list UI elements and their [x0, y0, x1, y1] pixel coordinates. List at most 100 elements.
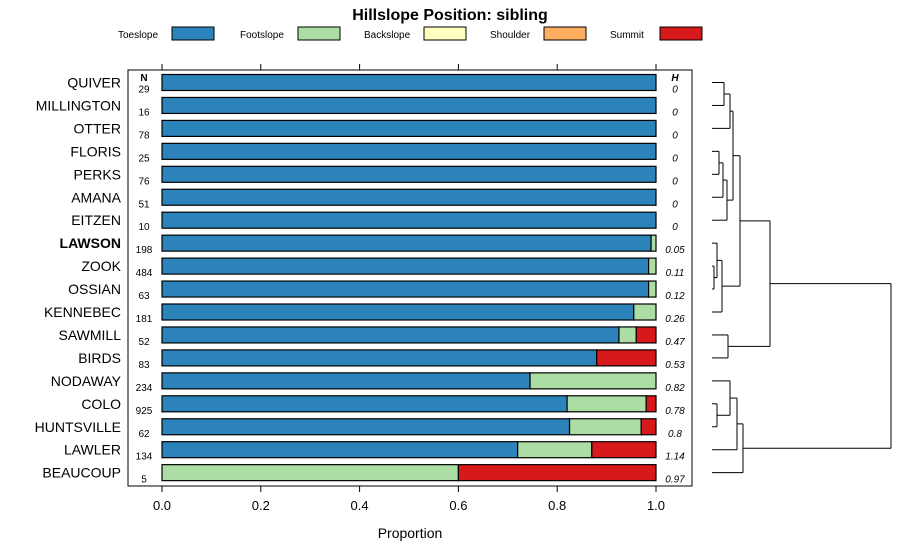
h-value: 0: [672, 176, 678, 187]
h-value: 0: [672, 153, 678, 164]
n-value: 83: [138, 360, 150, 371]
n-value: 10: [138, 222, 150, 233]
bar-row-lawler: LAWLER 134 1.14: [64, 441, 685, 463]
legend-label-toeslope: Toeslope: [118, 30, 158, 41]
h-value: 0: [672, 85, 678, 96]
category-label: LAWLER: [64, 442, 121, 458]
bar-row-lawson: LAWSON 198 0.05: [60, 234, 685, 256]
category-label: QUIVER: [67, 75, 121, 91]
legend-swatch-toeslope: [171, 26, 215, 41]
category-label: NODAWAY: [51, 373, 122, 389]
bar-segment-footslope: [161, 464, 459, 482]
h-value: 0.26: [665, 314, 685, 325]
bar-row-perks: PERKS 76 0: [74, 165, 678, 187]
plot-frame: [127, 69, 693, 487]
bar-row-nodaway: NODAWAY 234 0.82: [51, 372, 685, 394]
bar-segment-toeslope: [161, 73, 657, 92]
dendrogram: [712, 82, 892, 474]
category-label: HUNTSVILLE: [35, 419, 121, 435]
bar-row-eitzen: EITZEN 10 0: [71, 211, 678, 233]
bar-segment-toeslope: [161, 280, 650, 298]
h-value: 0: [672, 222, 678, 233]
legend: Toeslope Footslope Backslope Shoulder Summit: [118, 26, 703, 41]
bar-segment-toeslope: [161, 395, 568, 413]
legend-swatch-footslope: [297, 26, 341, 41]
legend-label-summit: Summit: [610, 30, 644, 41]
h-value: 0.82: [665, 383, 685, 394]
bar-segment-toeslope: [161, 257, 650, 275]
bar-row-colo: COLO 925 0.78: [81, 395, 685, 417]
bar-segment-toeslope: [161, 188, 657, 206]
bar-segment-toeslope: [161, 234, 652, 252]
h-value: 0: [672, 130, 678, 141]
n-value: 181: [136, 314, 153, 325]
x-axis-title: Proportion: [378, 525, 443, 541]
n-value: 76: [138, 176, 150, 187]
n-value: 62: [138, 429, 150, 440]
bar-row-sawmill: SAWMILL 52 0.47: [59, 326, 685, 348]
bar-segment-footslope: [633, 303, 657, 321]
bar-segment-footslope: [647, 280, 657, 298]
category-label: OTTER: [74, 120, 121, 136]
bar-row-floris: FLORIS 25 0: [70, 142, 678, 164]
bar-segment-toeslope: [161, 372, 531, 390]
bar-segment-footslope: [568, 418, 642, 436]
bar-segment-summit: [645, 395, 657, 413]
bar-row-kennebec: KENNEBEC 181 0.26: [44, 303, 685, 325]
h-value: 0.47: [665, 337, 685, 348]
bar-segment-footslope: [517, 441, 593, 459]
n-value: 234: [136, 383, 153, 394]
bar-segment-toeslope: [161, 142, 657, 160]
bar-segment-footslope: [650, 234, 657, 252]
category-label: LAWSON: [60, 235, 121, 251]
n-value: 5: [141, 475, 147, 486]
n-value: 51: [138, 199, 150, 210]
bar-row-quiver: QUIVER 29 0: [67, 73, 678, 96]
h-value: 0.11: [666, 268, 685, 279]
bar-row-birds: BIRDS 83 0.53: [78, 349, 685, 371]
legend-label-footslope: Footslope: [240, 30, 284, 41]
category-label: PERKS: [74, 166, 121, 182]
h-value: 0.78: [665, 406, 685, 417]
n-value: 925: [136, 406, 153, 417]
bar-segment-toeslope: [161, 441, 519, 459]
bar-row-otter: OTTER 78 0: [74, 119, 678, 141]
bar-segment-footslope: [529, 372, 657, 390]
bar-segment-summit: [635, 326, 657, 344]
bar-segment-summit: [596, 349, 657, 367]
category-label: MILLINGTON: [36, 97, 121, 113]
bar-row-ossian: OSSIAN 63 0.12: [68, 280, 685, 302]
bar-segment-toeslope: [161, 349, 598, 367]
bar-row-amana: AMANA 51 0: [71, 188, 678, 210]
h-value: 0.12: [665, 291, 685, 302]
category-label: BIRDS: [78, 350, 121, 366]
legend-swatch-shoulder: [543, 26, 587, 41]
category-label: OSSIAN: [68, 281, 121, 297]
bar-segment-summit: [591, 441, 657, 459]
bar-row-beaucoup: BEAUCOUP 5 0.97: [42, 464, 685, 486]
x-axis: 0.0 0.2 0.4 0.6 0.8 1.0: [153, 64, 665, 513]
bar-segment-toeslope: [161, 165, 657, 183]
bar-row-millington: MILLINGTON 16 0: [36, 96, 678, 118]
x-tick-label: 0.4: [351, 498, 369, 513]
bar-segment-footslope: [566, 395, 647, 413]
bar-segment-summit: [640, 418, 657, 436]
category-label: ZOOK: [81, 258, 121, 274]
n-value: 78: [138, 130, 150, 141]
bar-segment-toeslope: [161, 326, 620, 344]
bar-segment-footslope: [647, 257, 657, 275]
category-label: KENNEBEC: [44, 304, 121, 320]
chart-title: Hillslope Position: sibling: [352, 7, 548, 24]
legend-label-shoulder: Shoulder: [490, 30, 531, 41]
x-tick-label: 0.6: [449, 498, 467, 513]
category-label: FLORIS: [70, 143, 121, 159]
category-label: AMANA: [71, 189, 121, 205]
h-value: 1.14: [665, 452, 685, 463]
category-label: BEAUCOUP: [42, 465, 121, 481]
h-value: 0: [672, 199, 678, 210]
bar-segment-toeslope: [161, 303, 635, 321]
h-column-header: H: [671, 73, 679, 84]
